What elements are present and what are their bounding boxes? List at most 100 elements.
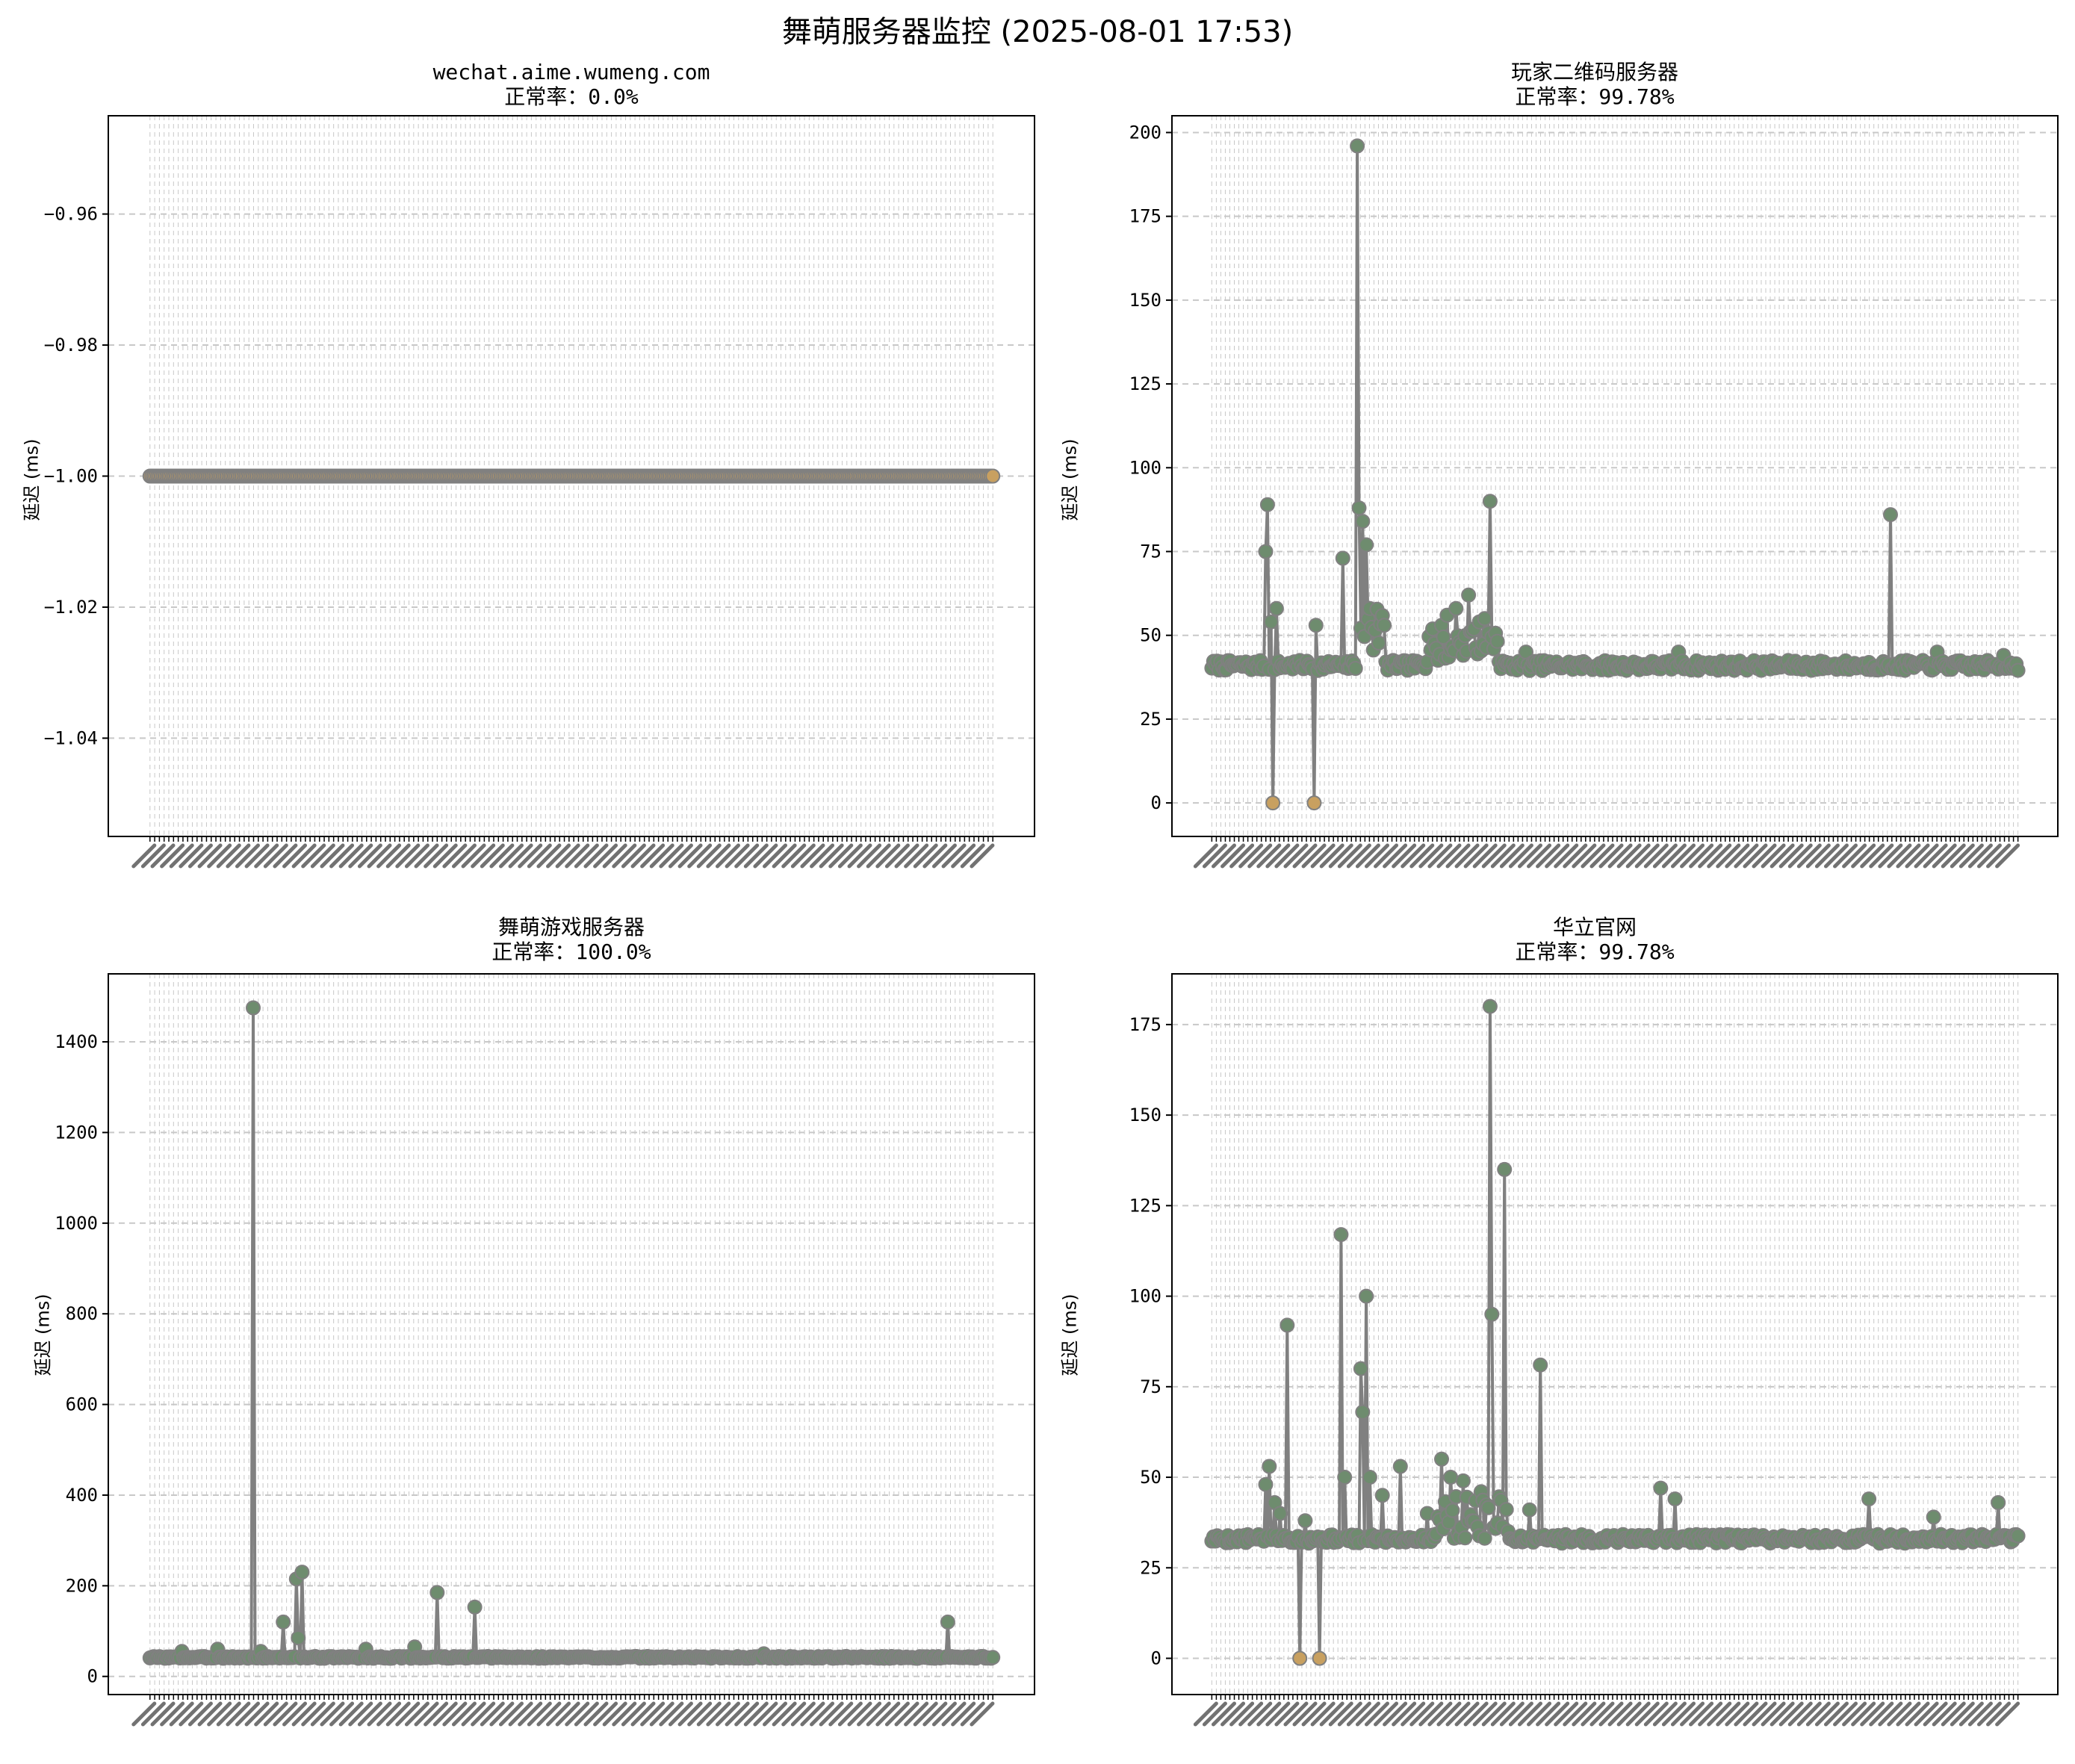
data-point <box>870 1650 886 1666</box>
data-point <box>1323 659 1338 674</box>
data-point <box>719 1649 734 1665</box>
data-point <box>1427 636 1442 651</box>
x-tick-label <box>244 1701 270 1727</box>
data-point <box>489 1650 505 1665</box>
data-point <box>1685 659 1701 675</box>
y-tick-label: 1400 <box>55 1031 98 1052</box>
data-point <box>388 1649 403 1665</box>
data-point <box>1404 660 1419 676</box>
x-tick-label <box>1337 843 1362 869</box>
failure-point <box>454 468 469 484</box>
failure-point <box>303 468 319 484</box>
data-point <box>155 1650 171 1665</box>
data-point <box>1739 662 1755 678</box>
x-tick-label <box>659 1701 684 1727</box>
failure-point <box>515 468 531 484</box>
data-point <box>1557 1527 1573 1542</box>
data-point <box>1595 1532 1611 1548</box>
x-tick-label <box>734 843 760 869</box>
data-point <box>1669 1535 1684 1550</box>
data-point <box>1305 1533 1320 1549</box>
x-tick-label <box>866 1701 891 1727</box>
failure-point <box>968 468 984 484</box>
data-point <box>1241 1532 1257 1548</box>
x-tick-label <box>1598 1701 1624 1727</box>
failure-point <box>521 468 537 484</box>
data-point <box>828 1650 843 1665</box>
failure-point <box>781 468 796 484</box>
data-point <box>381 1650 396 1666</box>
x-tick-label <box>235 843 260 869</box>
failure-point <box>185 468 201 484</box>
x-tick-label <box>207 843 232 869</box>
x-tick-label <box>395 843 421 869</box>
chart-title-rate: 正常率：100.0% <box>491 940 651 964</box>
data-point <box>1247 654 1263 670</box>
data-point <box>1886 1532 1902 1547</box>
failure-point <box>726 468 742 484</box>
failure-point <box>397 468 413 484</box>
data-point <box>484 1650 500 1666</box>
data-point <box>1961 1527 1977 1543</box>
data-point <box>519 1649 535 1665</box>
data-point <box>1281 656 1297 671</box>
failure-point <box>482 468 497 484</box>
data-point <box>236 1649 252 1665</box>
data-point <box>471 1650 486 1665</box>
data-point <box>781 1650 796 1665</box>
failure-point <box>972 468 987 484</box>
x-tick-label <box>1823 1701 1849 1727</box>
data-point <box>1382 655 1398 671</box>
x-tick-label <box>555 1701 580 1727</box>
data-point <box>979 1650 995 1666</box>
failure-point <box>899 468 914 484</box>
data-point <box>1396 653 1412 668</box>
data-point <box>1280 657 1295 673</box>
data-point <box>1996 1528 2012 1544</box>
data-point <box>1409 1534 1424 1549</box>
data-point <box>1752 1530 1767 1546</box>
x-tick-label <box>1481 1701 1507 1727</box>
x-tick-label <box>1896 843 1921 869</box>
data-point <box>178 1650 193 1665</box>
failure-point <box>921 468 937 484</box>
x-tick-label <box>187 1701 213 1727</box>
data-point <box>251 1649 267 1665</box>
data-point <box>527 1650 542 1665</box>
data-point <box>1507 660 1523 676</box>
data-point <box>1305 661 1320 677</box>
data-point <box>1890 662 1905 677</box>
x-tick-label <box>1527 843 1552 869</box>
y-tick-label: 100 <box>1129 1286 1161 1307</box>
failure-point <box>820 468 835 484</box>
data-point <box>1653 661 1669 677</box>
data-point <box>234 1650 249 1665</box>
data-point <box>1222 1535 1238 1550</box>
series-markers <box>1204 999 2026 1666</box>
failure-point <box>270 468 285 484</box>
x-tick-label <box>1427 843 1453 869</box>
y-tick-label: 0 <box>87 1666 98 1687</box>
x-tick-label <box>1283 843 1309 869</box>
failure-point <box>497 468 512 484</box>
data-point <box>608 1650 624 1665</box>
data-point <box>1548 654 1564 670</box>
data-point <box>339 1650 355 1665</box>
data-point <box>206 1650 222 1665</box>
plot-frame <box>1171 973 2059 1695</box>
data-point <box>1893 653 1909 669</box>
data-point <box>1834 656 1850 671</box>
data-point <box>362 1649 377 1665</box>
data-point <box>1854 1530 1870 1546</box>
failure-point <box>388 468 403 484</box>
data-point <box>1206 1529 1221 1544</box>
data-point <box>1834 1532 1850 1548</box>
failure-point <box>557 468 573 484</box>
data-point <box>1757 654 1772 670</box>
data-point <box>1699 656 1715 672</box>
x-tick-label <box>847 843 872 869</box>
data-point <box>1292 653 1308 668</box>
data-point <box>1719 1527 1735 1542</box>
failure-point <box>187 468 203 484</box>
